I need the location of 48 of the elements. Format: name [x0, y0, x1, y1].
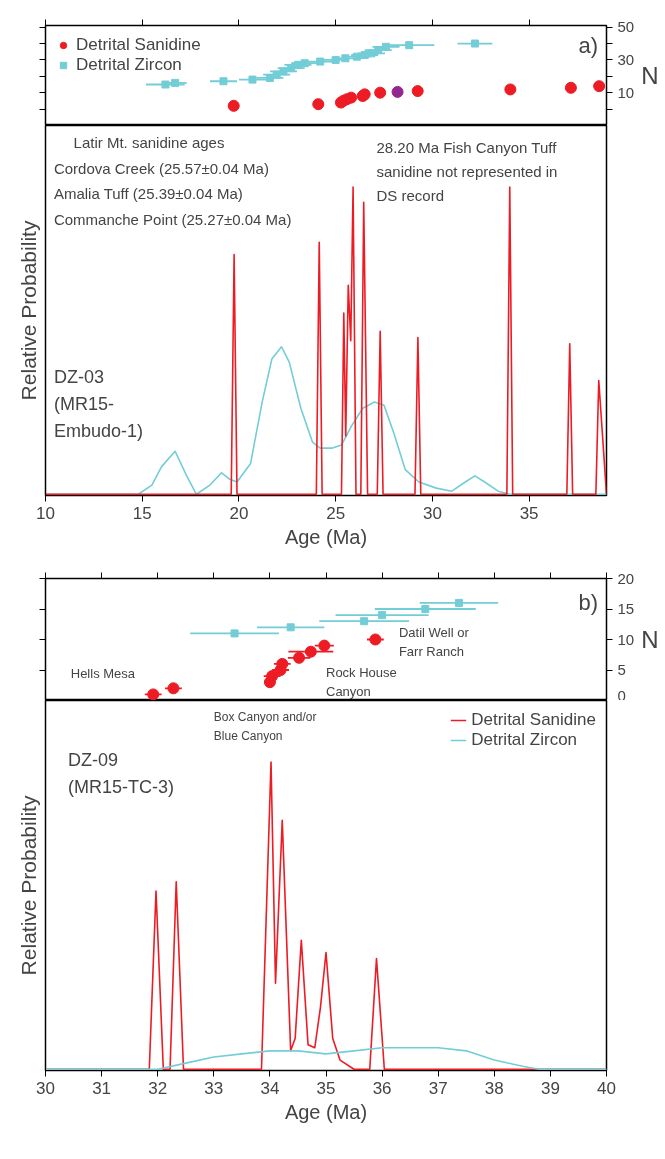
- y-tick-label: 0: [617, 686, 626, 704]
- annotation: Amalia Tuff (25.39±0.04 Ma): [53, 185, 243, 203]
- y-tick-label: 10: [617, 630, 635, 648]
- y-axis-title: Relative Probability: [16, 795, 40, 976]
- x-tick-label: 20: [229, 503, 249, 523]
- y-tick-label: 10: [617, 83, 635, 101]
- x-tick-label: 35: [519, 503, 539, 523]
- y-tick-label: 30: [617, 50, 635, 68]
- text: Latir Mt. sanidine ages: [73, 133, 225, 151]
- x-tick-label: 31: [92, 1078, 112, 1098]
- x-tick-label: 10: [36, 503, 55, 523]
- annotation: b): [578, 590, 599, 616]
- y-axis-title: N: [641, 62, 659, 89]
- x-tick-label: 39: [540, 1078, 560, 1098]
- y-tick-label: 50: [617, 18, 635, 36]
- text: Cordova Creek (25.57±0.04 Ma): [53, 159, 269, 177]
- text: Box Canyon and/or Blue Canyon: [213, 710, 317, 744]
- legend-label: Detrital Zircon: [76, 55, 182, 75]
- annotation: DZ-03 (MR15- Embudo-1): [53, 367, 143, 442]
- x-tick-label: 30: [422, 503, 442, 523]
- x-tick-label: 37: [428, 1078, 448, 1098]
- y-tick-label: 20: [617, 569, 635, 587]
- x-tick-label: 40: [597, 1078, 616, 1098]
- annotation: Hells Mesa: [70, 666, 136, 682]
- legend-label: Detrital Zircon: [471, 730, 578, 750]
- x-tick-label: 30: [36, 1078, 55, 1098]
- x-tick-label: 36: [372, 1078, 392, 1098]
- x-axis-title: Age (Ma): [284, 525, 368, 548]
- annotation: Rock House Canyon: [326, 664, 397, 699]
- x-tick-label: 35: [316, 1078, 336, 1098]
- x-tick-label: 38: [484, 1078, 504, 1098]
- y-axis-title: N: [641, 626, 659, 653]
- x-tick-label: 34: [260, 1078, 280, 1098]
- annotation: Datil Well or Farr Ranch: [398, 624, 470, 659]
- x-tick-label: 15: [132, 503, 152, 523]
- x-tick-label: 25: [326, 503, 346, 523]
- annotation: Commanche Point (25.27±0.04 Ma): [53, 211, 292, 229]
- y-axis-title: Relative Probability: [16, 220, 40, 401]
- x-axis-title: Age (Ma): [284, 1100, 368, 1123]
- y-tick-label: 15: [617, 600, 635, 617]
- annotation: DZ-09 (MR15-TC-3): [67, 749, 174, 797]
- annotation: a): [578, 33, 599, 58]
- x-tick-label: 33: [204, 1078, 224, 1098]
- legend-label: Detrital Sanidine: [471, 710, 596, 730]
- legend-label: Detrital Sanidine: [76, 35, 201, 55]
- annotation: 28.20 Ma Fish Canyon Tuff sanidine not represented in DS record: [376, 139, 558, 205]
- x-tick-label: 32: [148, 1078, 168, 1098]
- y-tick-label: 5: [617, 661, 626, 678]
